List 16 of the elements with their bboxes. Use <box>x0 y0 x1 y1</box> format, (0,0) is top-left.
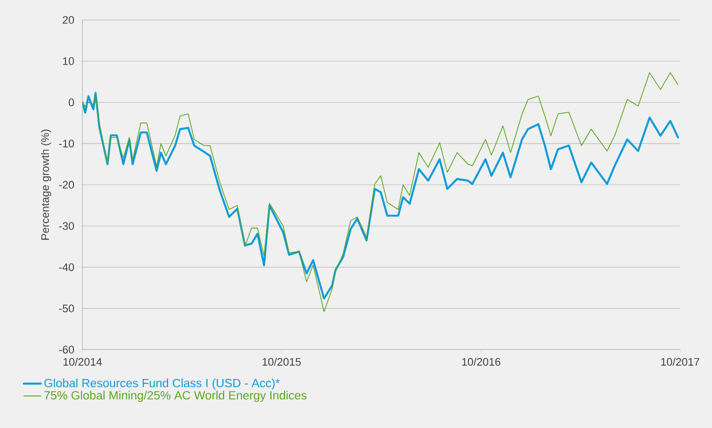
y-tick-label: -40 <box>59 263 74 271</box>
y-axis-title: Percentage growth (%) <box>40 130 52 240</box>
y-tick-label: -30 <box>59 222 74 230</box>
y-tick-label: -20 <box>59 180 74 188</box>
y-tick-label: 10 <box>63 57 74 65</box>
x-tick-label: 10/2016 <box>462 358 500 366</box>
y-tick-label: -60 <box>59 346 74 354</box>
y-tick-label: -10 <box>59 140 74 148</box>
legend-label: Global Resources Fund Class I (USD - Acc)* <box>44 378 280 390</box>
x-tick-label: 10/2015 <box>262 358 301 366</box>
x-tick-label: 10/2014 <box>64 358 102 366</box>
y-tick-label: -50 <box>59 304 74 312</box>
y-tick-label: 0 <box>68 98 74 106</box>
legend-label: 75% Global Mining/25% AC World Energy Indices <box>44 390 307 402</box>
x-tick-label: 10/2017 <box>661 358 700 366</box>
y-tick-label: 20 <box>62 16 74 24</box>
